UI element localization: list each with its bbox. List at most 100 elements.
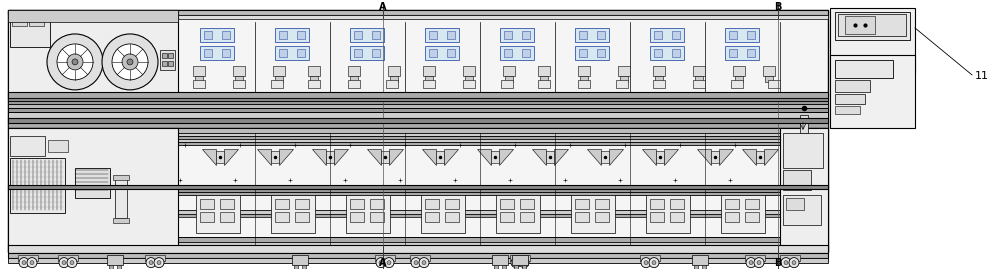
Bar	[375, 255, 395, 261]
Bar	[216, 151, 224, 163]
Text: A: A	[379, 258, 387, 268]
Bar	[783, 195, 821, 225]
Bar	[425, 212, 439, 222]
Bar	[501, 80, 513, 88]
Bar	[571, 195, 615, 233]
Bar	[200, 212, 214, 222]
Bar	[271, 151, 279, 163]
Bar	[765, 76, 773, 82]
Bar	[279, 49, 287, 57]
Bar	[354, 31, 362, 39]
Circle shape	[67, 258, 77, 268]
Bar	[616, 80, 628, 88]
Bar	[595, 199, 609, 209]
Bar	[838, 14, 906, 36]
Bar	[8, 128, 828, 133]
Circle shape	[62, 261, 66, 265]
Bar	[425, 76, 433, 82]
Bar	[8, 10, 828, 128]
Bar	[640, 255, 660, 261]
Bar	[672, 49, 680, 57]
Text: A: A	[379, 2, 387, 12]
Circle shape	[59, 258, 69, 268]
Circle shape	[422, 261, 426, 265]
Circle shape	[649, 258, 659, 268]
Bar	[540, 76, 548, 82]
Circle shape	[754, 258, 764, 268]
Bar	[233, 80, 245, 88]
Bar	[372, 31, 380, 39]
Circle shape	[19, 258, 29, 268]
Bar	[294, 265, 298, 269]
Bar	[579, 49, 587, 57]
Bar	[756, 151, 764, 163]
Circle shape	[522, 261, 526, 265]
Bar	[8, 128, 828, 252]
Circle shape	[781, 258, 791, 268]
Bar	[672, 31, 680, 39]
Bar	[346, 195, 390, 233]
Bar	[504, 49, 512, 57]
Bar	[308, 66, 320, 76]
Bar	[350, 212, 364, 222]
Bar	[502, 265, 506, 269]
Polygon shape	[719, 149, 733, 165]
Circle shape	[157, 261, 161, 265]
Bar	[835, 80, 870, 92]
Bar	[578, 66, 590, 76]
Bar	[835, 94, 865, 104]
Bar	[350, 199, 364, 209]
Bar	[204, 31, 212, 39]
Bar	[745, 199, 759, 209]
Bar	[235, 76, 243, 82]
Circle shape	[792, 261, 796, 265]
Bar	[646, 195, 690, 233]
Bar	[168, 61, 173, 66]
Bar	[830, 8, 915, 73]
Circle shape	[67, 54, 83, 70]
Circle shape	[511, 258, 521, 268]
Bar	[500, 28, 534, 42]
Bar	[8, 98, 828, 101]
Bar	[308, 80, 320, 88]
Bar	[725, 212, 739, 222]
Bar	[500, 199, 514, 209]
Bar	[220, 199, 234, 209]
Polygon shape	[697, 149, 711, 165]
Bar	[8, 10, 828, 15]
Circle shape	[15, 141, 29, 155]
Circle shape	[57, 44, 93, 80]
Bar	[271, 80, 283, 88]
Bar	[196, 195, 240, 233]
Bar	[8, 258, 828, 263]
Polygon shape	[202, 149, 216, 165]
Bar	[295, 212, 309, 222]
Bar	[520, 212, 534, 222]
Polygon shape	[367, 149, 381, 165]
Bar	[350, 46, 384, 60]
Circle shape	[514, 261, 518, 265]
Bar	[297, 31, 305, 39]
Bar	[162, 61, 167, 66]
Bar	[29, 14, 44, 26]
Bar	[381, 151, 389, 163]
Bar	[275, 28, 309, 42]
Bar	[653, 66, 665, 76]
Bar	[275, 199, 289, 209]
Bar	[310, 76, 318, 82]
Bar	[370, 212, 384, 222]
Bar	[650, 212, 664, 222]
Bar	[295, 199, 309, 209]
Bar	[18, 255, 38, 261]
Polygon shape	[334, 149, 348, 165]
Bar	[372, 49, 380, 57]
Bar	[233, 66, 245, 76]
Bar	[8, 189, 828, 192]
Bar	[655, 76, 663, 82]
Bar	[618, 66, 630, 76]
Bar	[275, 46, 309, 60]
Bar	[745, 212, 759, 222]
Bar	[780, 255, 800, 261]
Bar	[492, 255, 508, 265]
Bar	[193, 80, 205, 88]
